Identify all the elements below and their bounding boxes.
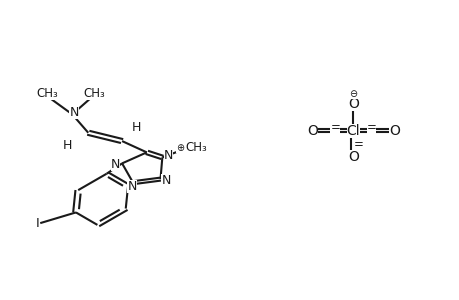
Text: Cl: Cl xyxy=(346,124,359,138)
Text: N: N xyxy=(111,158,120,171)
Text: =: = xyxy=(330,121,340,134)
Text: CH₃: CH₃ xyxy=(83,87,105,100)
Text: O: O xyxy=(347,97,358,111)
Text: H: H xyxy=(132,121,141,134)
Text: N: N xyxy=(69,106,78,119)
Text: O: O xyxy=(388,124,399,138)
Text: ⊖: ⊖ xyxy=(349,88,357,98)
Text: I: I xyxy=(36,217,40,230)
Text: CH₃: CH₃ xyxy=(185,140,207,154)
Text: N: N xyxy=(161,174,170,188)
Text: N: N xyxy=(127,180,136,194)
Text: =: = xyxy=(353,138,363,151)
Text: CH₃: CH₃ xyxy=(36,87,58,100)
Text: ⊕: ⊕ xyxy=(175,143,183,153)
Text: O: O xyxy=(306,124,317,138)
Text: =: = xyxy=(366,121,375,134)
Text: H: H xyxy=(63,139,72,152)
Text: N: N xyxy=(163,148,173,162)
Text: O: O xyxy=(347,150,358,164)
